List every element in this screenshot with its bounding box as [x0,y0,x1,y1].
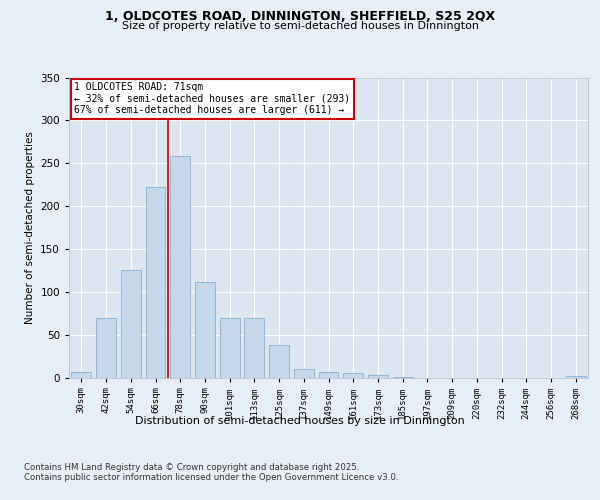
Bar [343,373,363,378]
Text: Contains HM Land Registry data © Crown copyright and database right 2025.: Contains HM Land Registry data © Crown c… [24,462,359,471]
Bar [269,345,289,378]
Bar [146,187,166,378]
Y-axis label: Number of semi-detached properties: Number of semi-detached properties [25,131,35,324]
Bar [319,372,338,378]
Bar [244,318,264,378]
Bar [195,282,215,378]
Bar [170,156,190,378]
Bar [220,318,239,378]
Text: 1, OLDCOTES ROAD, DINNINGTON, SHEFFIELD, S25 2QX: 1, OLDCOTES ROAD, DINNINGTON, SHEFFIELD,… [105,10,495,23]
Bar [294,369,314,378]
Text: Contains public sector information licensed under the Open Government Licence v3: Contains public sector information licen… [24,472,398,482]
Bar [368,375,388,378]
Bar [393,376,413,378]
Text: Distribution of semi-detached houses by size in Dinnington: Distribution of semi-detached houses by … [135,416,465,426]
Bar [121,270,140,378]
Bar [566,376,586,378]
Bar [71,372,91,378]
Bar [96,318,116,378]
Text: Size of property relative to semi-detached houses in Dinnington: Size of property relative to semi-detach… [121,21,479,31]
Text: 1 OLDCOTES ROAD: 71sqm
← 32% of semi-detached houses are smaller (293)
67% of se: 1 OLDCOTES ROAD: 71sqm ← 32% of semi-det… [74,82,350,115]
